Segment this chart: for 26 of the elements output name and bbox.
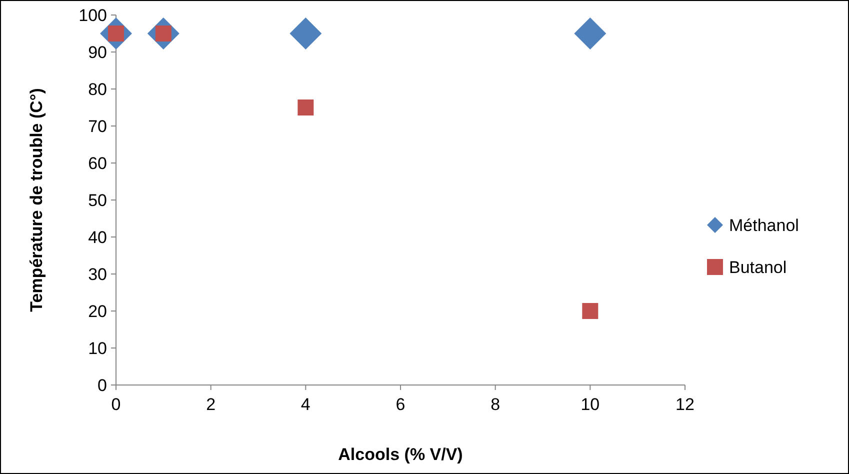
y-tick-label: 10 bbox=[88, 338, 107, 358]
y-tick-label: 100 bbox=[78, 6, 107, 25]
point bbox=[290, 18, 322, 50]
point bbox=[574, 18, 606, 50]
y-tick-label: 70 bbox=[88, 116, 107, 136]
x-tick-label: 8 bbox=[490, 395, 500, 414]
y-tick-label: 20 bbox=[88, 302, 107, 321]
y-tick-label: 60 bbox=[88, 154, 107, 173]
x-tick-label: 10 bbox=[580, 395, 600, 414]
y-tick-label: 90 bbox=[88, 42, 107, 62]
x-tick-label: 6 bbox=[396, 395, 406, 414]
x-tick-label: 0 bbox=[111, 395, 121, 414]
x-tick-label: 4 bbox=[300, 395, 310, 414]
y-tick-label: 30 bbox=[88, 264, 107, 284]
y-tick-label: 50 bbox=[88, 190, 107, 210]
x-axis-title: Alcools (% V/V) bbox=[338, 445, 463, 464]
point bbox=[582, 303, 598, 319]
y-tick-label: 0 bbox=[98, 376, 107, 395]
legend-label: Butanol bbox=[729, 258, 787, 277]
x-tick-label: 12 bbox=[676, 395, 694, 414]
y-tick-label: 80 bbox=[88, 80, 107, 99]
y-axis-title: Température de trouble (C°) bbox=[27, 88, 46, 312]
point bbox=[298, 100, 314, 116]
y-tick-label: 40 bbox=[88, 228, 107, 247]
legend-label: Méthanol bbox=[729, 216, 799, 235]
x-tick-label: 2 bbox=[206, 395, 216, 414]
